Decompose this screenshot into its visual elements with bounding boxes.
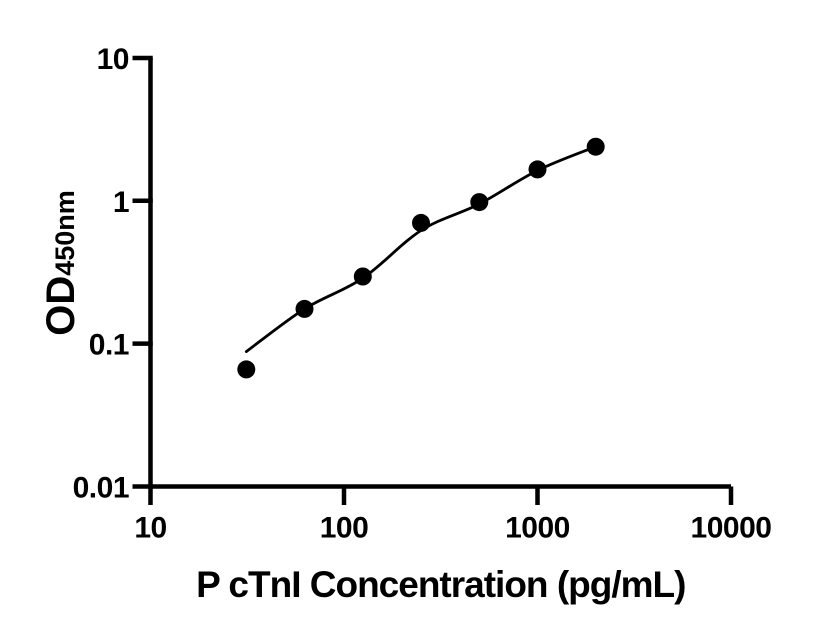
y-tick-label: 1 — [113, 186, 129, 219]
data-point — [528, 160, 547, 179]
data-point — [295, 299, 314, 318]
data-point — [412, 213, 430, 232]
y-axis-title-main: OD — [39, 276, 83, 336]
x-tick-label: 1000 — [505, 512, 570, 545]
data-points — [237, 137, 605, 379]
data-point — [586, 137, 605, 156]
y-axis: 10 1 0.1 0.01 — [73, 43, 153, 505]
data-point — [353, 267, 372, 286]
x-tick-label: 100 — [320, 512, 369, 545]
x-tick-label: 10000 — [691, 512, 772, 545]
data-point — [237, 360, 256, 379]
x-axis-title: P cTnI Concentration (pg/mL) — [196, 564, 685, 605]
x-tick-label: 10 — [134, 512, 166, 545]
y-tick-label: 0.01 — [73, 472, 129, 505]
fit-curve-line — [244, 145, 598, 353]
y-axis-title: OD450nm — [39, 190, 83, 336]
axes — [148, 58, 731, 489]
data-point — [470, 193, 489, 212]
y-tick-label: 0.1 — [89, 329, 129, 362]
y-axis-title-sub: 450nm — [50, 190, 80, 276]
y-tick-label: 10 — [97, 43, 129, 76]
x-axis: 10 100 1000 10000 — [134, 486, 772, 545]
